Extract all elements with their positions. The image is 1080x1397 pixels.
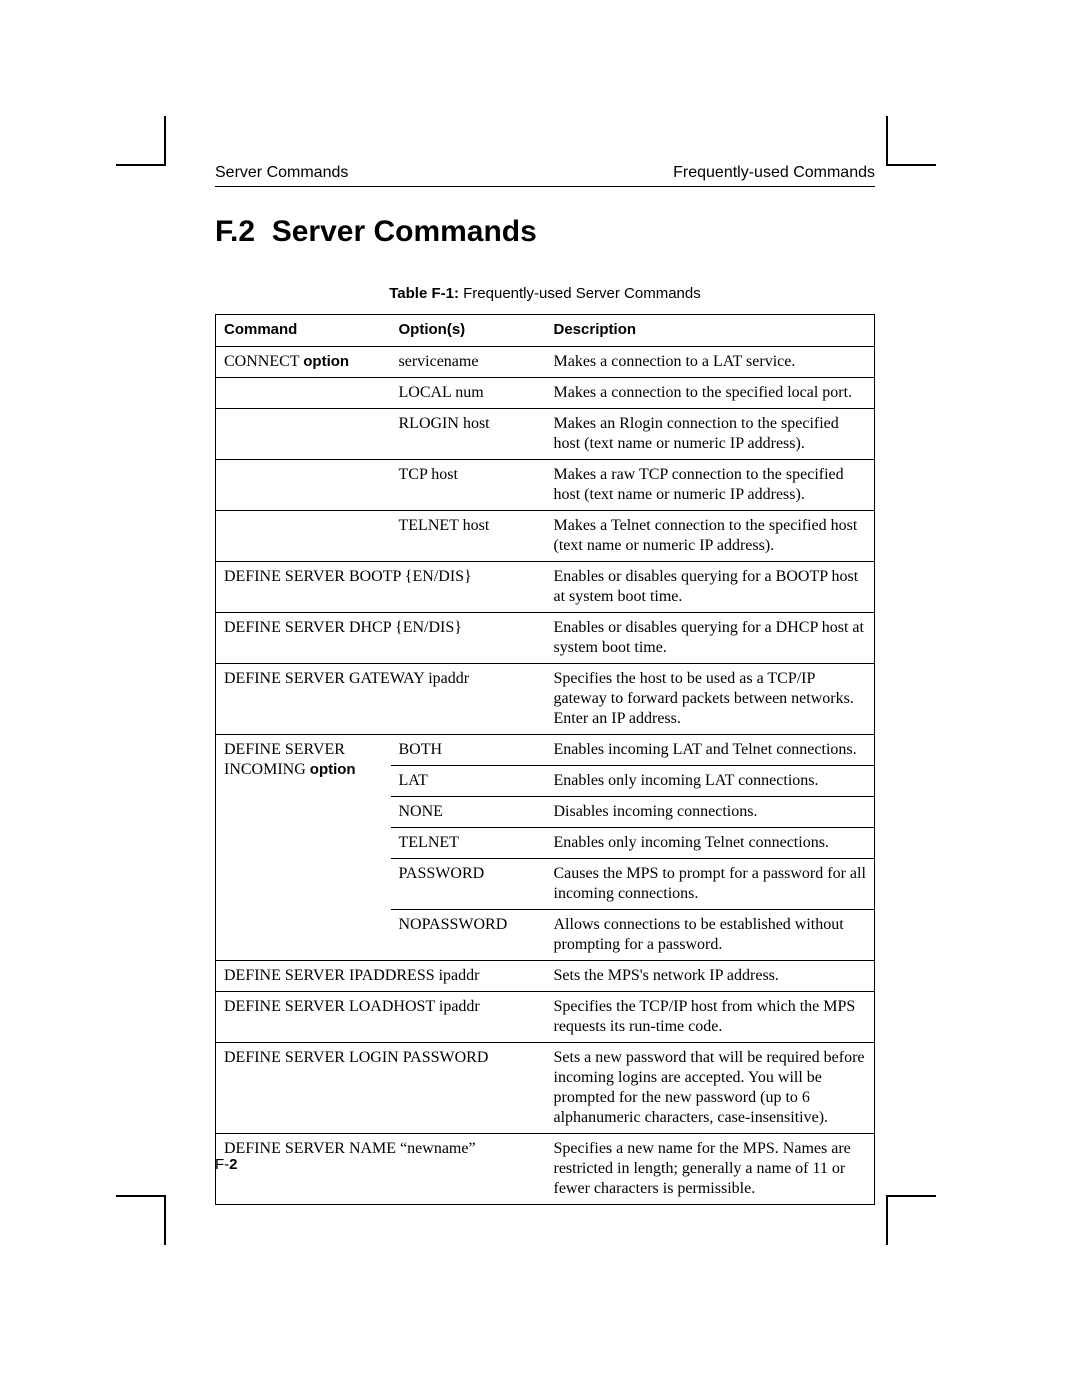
table-row: DEFINE SERVER BOOTP {EN/DIS}Enables or d… (216, 561, 875, 612)
table-row: TELNET hostMakes a Telnet connection to … (216, 510, 875, 561)
cell-description: Enables or disables querying for a DHCP … (546, 612, 875, 663)
table-row: DEFINE SERVER LOGIN PASSWORDSets a new p… (216, 1042, 875, 1133)
cell-option: TELNET host (391, 510, 546, 561)
cell-description: Makes a Telnet connection to the specifi… (546, 510, 875, 561)
cell-description: Disables incoming connections. (546, 796, 875, 827)
page-prefix: F- (215, 1156, 229, 1173)
cell-option: LOCAL num (391, 377, 546, 408)
cell-command: DEFINE SERVER DHCP {EN/DIS} (216, 612, 546, 663)
cell-description: Enables or disables querying for a BOOTP… (546, 561, 875, 612)
col-header-command: Command (216, 315, 391, 347)
caption-label: Table F-1: (389, 285, 459, 302)
cell-option: NONE (391, 796, 546, 827)
table-caption: Table F-1: Frequently-used Server Comman… (215, 285, 875, 302)
table-row: DEFINE SERVER INCOMING optionBOTHEnables… (216, 734, 875, 765)
cell-command: CONNECT option (216, 346, 391, 377)
table-row: TCP hostMakes a raw TCP connection to th… (216, 459, 875, 510)
cell-option: RLOGIN host (391, 408, 546, 459)
table-row: CONNECT optionservicenameMakes a connect… (216, 346, 875, 377)
table-row: DEFINE SERVER GATEWAY ipaddrSpecifies th… (216, 663, 875, 734)
section-title-text: Server Commands (272, 215, 537, 248)
commands-table: Command Option(s) Description CONNECT op… (215, 314, 875, 1205)
table-row: LOCAL numMakes a connection to the speci… (216, 377, 875, 408)
cell-command (216, 510, 391, 561)
page-num-value: 2 (229, 1156, 237, 1173)
cell-description: Enables only incoming Telnet connections… (546, 827, 875, 858)
cell-command: DEFINE SERVER GATEWAY ipaddr (216, 663, 546, 734)
cell-option: BOTH (391, 734, 546, 765)
cell-command: DEFINE SERVER NAME “newname” (216, 1133, 546, 1204)
cell-description: Makes a connection to the specified loca… (546, 377, 875, 408)
cell-command: DEFINE SERVER BOOTP {EN/DIS} (216, 561, 546, 612)
cell-description: Causes the MPS to prompt for a password … (546, 858, 875, 909)
page-content: Server Commands Frequently-used Commands… (215, 164, 875, 1205)
table-row: DEFINE SERVER NAME “newname”Specifies a … (216, 1133, 875, 1204)
header-left: Server Commands (215, 164, 348, 182)
cell-description: Sets the MPS's network IP address. (546, 960, 875, 991)
cell-option: servicename (391, 346, 546, 377)
cell-option: PASSWORD (391, 858, 546, 909)
cell-description: Specifies a new name for the MPS. Names … (546, 1133, 875, 1204)
cell-command: DEFINE SERVER LOGIN PASSWORD (216, 1042, 546, 1133)
header-right: Frequently-used Commands (673, 164, 875, 182)
section-number: F.2 (215, 215, 255, 248)
page-number: F-2 (215, 1156, 238, 1173)
cell-command: DEFINE SERVER LOADHOST ipaddr (216, 991, 546, 1042)
cell-description: Specifies the TCP/IP host from which the… (546, 991, 875, 1042)
cell-option: NOPASSWORD (391, 909, 546, 960)
cell-command: DEFINE SERVER IPADDRESS ipaddr (216, 960, 546, 991)
cell-description: Makes a raw TCP connection to the specif… (546, 459, 875, 510)
cell-description: Allows connections to be established wit… (546, 909, 875, 960)
cell-command (216, 459, 391, 510)
cell-command (216, 377, 391, 408)
table-row: DEFINE SERVER DHCP {EN/DIS}Enables or di… (216, 612, 875, 663)
table-row: DEFINE SERVER IPADDRESS ipaddrSets the M… (216, 960, 875, 991)
cell-option: TELNET (391, 827, 546, 858)
cell-command (216, 408, 391, 459)
cell-description: Makes an Rlogin connection to the specif… (546, 408, 875, 459)
section-heading: F.2 Server Commands (215, 215, 875, 249)
running-header: Server Commands Frequently-used Commands (215, 164, 875, 187)
col-header-options: Option(s) (391, 315, 546, 347)
cell-description: Specifies the host to be used as a TCP/I… (546, 663, 875, 734)
table-header-row: Command Option(s) Description (216, 315, 875, 347)
cell-description: Enables only incoming LAT connections. (546, 765, 875, 796)
table-row: DEFINE SERVER LOADHOST ipaddrSpecifies t… (216, 991, 875, 1042)
cell-description: Enables incoming LAT and Telnet connecti… (546, 734, 875, 765)
caption-text: Frequently-used Server Commands (463, 285, 701, 302)
cell-command: DEFINE SERVER INCOMING option (216, 734, 391, 960)
cell-option: TCP host (391, 459, 546, 510)
table-body: CONNECT optionservicenameMakes a connect… (216, 346, 875, 1204)
cell-option: LAT (391, 765, 546, 796)
col-header-description: Description (546, 315, 875, 347)
cell-description: Sets a new password that will be require… (546, 1042, 875, 1133)
table-row: RLOGIN hostMakes an Rlogin connection to… (216, 408, 875, 459)
cell-description: Makes a connection to a LAT service. (546, 346, 875, 377)
